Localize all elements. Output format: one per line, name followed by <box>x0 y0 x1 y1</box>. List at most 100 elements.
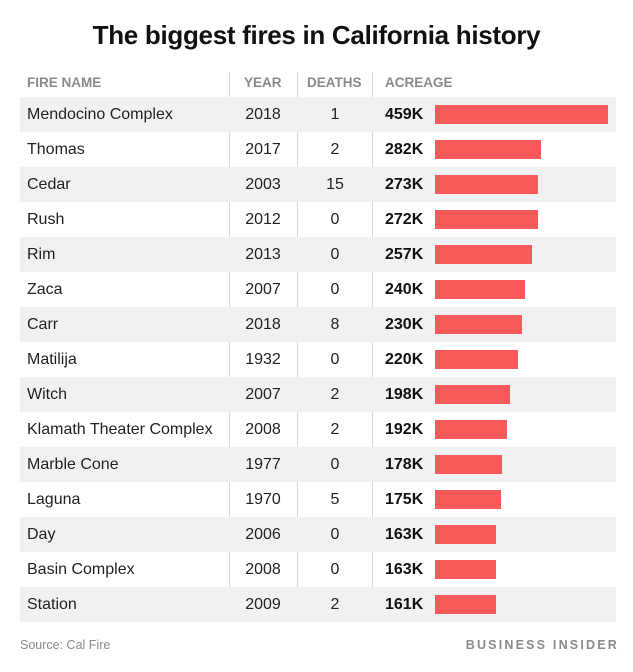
table-row: Thomas 2017 2 282K <box>20 132 616 167</box>
acreage-bar <box>435 280 525 299</box>
fire-acreage-label: 220K <box>385 351 424 368</box>
fire-year: 2003 <box>245 176 281 193</box>
fire-acreage-label: 240K <box>385 281 424 298</box>
table-header: FIRE NAME YEAR DEATHS ACREAGE <box>20 70 616 96</box>
table-row: Station 2009 2 161K <box>20 587 616 622</box>
fire-acreage-label: 192K <box>385 421 424 438</box>
fire-deaths: 0 <box>330 246 340 263</box>
header-year: YEAR <box>244 75 282 90</box>
fire-deaths: 0 <box>330 351 340 368</box>
table-row: Matilija 1932 0 220K <box>20 342 616 377</box>
fire-name: Station <box>27 596 77 613</box>
fire-acreage-label: 178K <box>385 456 424 473</box>
fire-name: Basin Complex <box>27 561 135 578</box>
fire-deaths: 0 <box>330 526 340 543</box>
fire-name: Zaca <box>27 281 63 298</box>
table-row: Basin Complex 2008 0 163K <box>20 552 616 587</box>
fire-acreage-label: 272K <box>385 211 424 228</box>
fire-year: 2008 <box>245 421 281 438</box>
fire-deaths: 0 <box>330 456 340 473</box>
fire-deaths: 2 <box>330 596 340 613</box>
acreage-bar <box>435 175 538 194</box>
fire-name: Klamath Theater Complex <box>27 421 213 438</box>
fire-name: Rim <box>27 246 56 263</box>
header-acreage: ACREAGE <box>385 75 453 90</box>
table-row: Marble Cone 1977 0 178K <box>20 447 616 482</box>
fire-name: Thomas <box>27 141 85 158</box>
fire-name: Mendocino Complex <box>27 106 173 123</box>
acreage-bar <box>435 350 518 369</box>
fire-deaths: 0 <box>330 211 340 228</box>
fire-name: Rush <box>27 211 65 228</box>
fire-acreage-label: 175K <box>385 491 424 508</box>
fire-acreage-label: 161K <box>385 596 424 613</box>
table-row: Mendocino Complex 2018 1 459K <box>20 97 616 132</box>
fire-acreage-label: 163K <box>385 561 424 578</box>
table-row: Zaca 2007 0 240K <box>20 272 616 307</box>
fire-year: 2007 <box>245 386 281 403</box>
fire-year: 2017 <box>245 141 281 158</box>
acreage-bar <box>435 210 538 229</box>
table-row: Carr 2018 8 230K <box>20 307 616 342</box>
acreage-bar <box>435 525 496 544</box>
fire-acreage-label: 198K <box>385 386 424 403</box>
table-row: Rush 2012 0 272K <box>20 202 616 237</box>
fire-acreage-label: 230K <box>385 316 424 333</box>
fire-deaths: 2 <box>330 386 340 403</box>
table-row: Klamath Theater Complex 2008 2 192K <box>20 412 616 447</box>
fire-name: Laguna <box>27 491 81 508</box>
source-note: Source: Cal Fire <box>20 638 111 652</box>
fire-year: 2006 <box>245 526 281 543</box>
fire-deaths: 1 <box>330 106 340 123</box>
fire-name: Cedar <box>27 176 71 193</box>
fire-name: Witch <box>27 386 67 403</box>
fire-acreage-label: 273K <box>385 176 424 193</box>
fire-deaths: 2 <box>330 421 340 438</box>
fire-acreage-label: 163K <box>385 526 424 543</box>
fire-year: 2013 <box>245 246 281 263</box>
fire-year: 2008 <box>245 561 281 578</box>
acreage-bar <box>435 560 496 579</box>
fire-name: Marble Cone <box>27 456 119 473</box>
fire-name: Matilija <box>27 351 77 368</box>
fire-acreage-label: 459K <box>385 106 424 123</box>
fire-acreage-label: 282K <box>385 141 424 158</box>
acreage-bar <box>435 105 608 124</box>
fire-year: 2007 <box>245 281 281 298</box>
fire-year: 2009 <box>245 596 281 613</box>
table-body: Mendocino Complex 2018 1 459K Thomas 2017 2 282… <box>20 97 616 622</box>
table-row: Witch 2007 2 198K <box>20 377 616 412</box>
header-fire-name: FIRE NAME <box>27 75 102 90</box>
table-row: Rim 2013 0 257K <box>20 237 616 272</box>
header-deaths: DEATHS <box>307 75 362 90</box>
brand-logo: BUSINESS INSIDER <box>465 638 619 652</box>
acreage-bar <box>435 455 502 474</box>
fire-name: Carr <box>27 316 59 333</box>
table-row: Day 2006 0 163K <box>20 517 616 552</box>
fire-acreage-label: 257K <box>385 246 424 263</box>
fire-deaths: 5 <box>330 491 340 508</box>
column-divider <box>297 72 298 614</box>
acreage-bar <box>435 420 507 439</box>
column-divider <box>229 72 230 614</box>
fire-deaths: 8 <box>330 316 340 333</box>
table-row: Cedar 2003 15 273K <box>20 167 616 202</box>
acreage-bar <box>435 490 501 509</box>
fire-name: Day <box>27 526 56 543</box>
fire-deaths: 0 <box>330 561 340 578</box>
table-row: Laguna 1970 5 175K <box>20 482 616 517</box>
acreage-bar <box>435 245 532 264</box>
fire-year: 1932 <box>245 351 281 368</box>
fire-deaths: 15 <box>326 176 344 193</box>
fire-year: 2012 <box>245 211 281 228</box>
acreage-bar <box>435 595 496 614</box>
acreage-bar <box>435 385 510 404</box>
column-divider <box>372 72 373 614</box>
acreage-bar <box>435 140 541 159</box>
fire-year: 2018 <box>245 316 281 333</box>
acreage-bar <box>435 315 522 334</box>
fire-year: 2018 <box>245 106 281 123</box>
fire-year: 1977 <box>245 456 281 473</box>
fire-deaths: 2 <box>330 141 340 158</box>
fire-year: 1970 <box>245 491 281 508</box>
